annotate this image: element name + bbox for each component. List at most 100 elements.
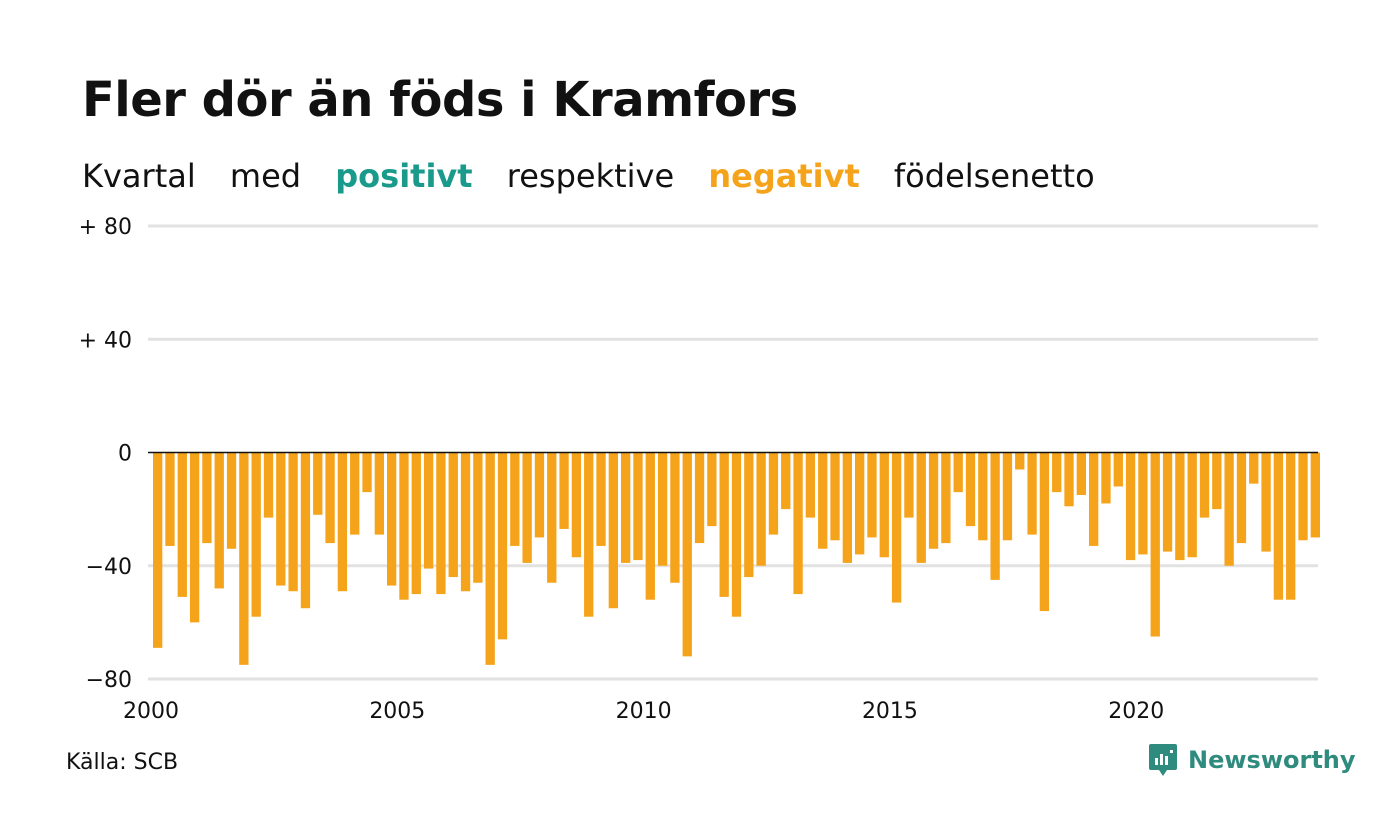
bar	[362, 452, 372, 493]
x-tick-label: 2015	[862, 699, 918, 724]
bar	[214, 452, 224, 589]
bar	[325, 452, 335, 544]
x-tick-label: 2000	[123, 699, 179, 724]
brand-logo: Newsworthy	[1148, 742, 1356, 778]
bar	[1298, 452, 1308, 541]
bar	[842, 452, 852, 563]
bar	[374, 452, 384, 535]
bar	[1249, 452, 1259, 484]
y-tick-label: 0	[118, 442, 132, 467]
bar	[1076, 452, 1086, 495]
bar	[916, 452, 926, 563]
bar	[571, 452, 582, 558]
bar	[965, 452, 976, 527]
source-note: Källa: SCB	[66, 750, 179, 775]
bar	[522, 452, 532, 563]
brand-name: Newsworthy	[1188, 746, 1356, 774]
bar	[1224, 452, 1234, 566]
legend-negative-label: negativt	[708, 157, 860, 195]
bar	[448, 452, 458, 578]
bar	[313, 452, 323, 515]
bar	[460, 452, 471, 592]
bar	[1089, 452, 1099, 546]
bar	[657, 452, 668, 566]
bar	[436, 452, 446, 595]
bar	[694, 452, 705, 544]
bar	[202, 452, 212, 544]
bar	[534, 452, 545, 538]
bar	[1310, 452, 1320, 538]
bar	[1002, 452, 1013, 541]
bar	[608, 452, 618, 609]
bar	[891, 452, 902, 603]
bar	[473, 452, 483, 583]
bar	[1064, 452, 1074, 507]
bar	[978, 452, 988, 541]
chart-subtitle: Kvartal med positivt respektive negativt…	[82, 157, 1119, 195]
bar	[645, 452, 655, 600]
bar	[547, 452, 557, 583]
bar	[928, 452, 939, 549]
bar	[510, 452, 520, 546]
bar	[1236, 452, 1247, 544]
bar	[1027, 452, 1037, 535]
bar	[633, 452, 643, 561]
bar	[300, 452, 311, 609]
bar	[288, 452, 298, 592]
subtitle-word-med: med	[229, 157, 302, 195]
bar	[1113, 452, 1123, 487]
y-tick-label: −80	[86, 668, 132, 693]
bar	[584, 452, 594, 617]
newsworthy-logo-icon	[1149, 744, 1177, 776]
bar	[423, 452, 434, 569]
bar	[793, 452, 803, 595]
bar	[879, 452, 889, 558]
bar	[153, 452, 163, 648]
bar	[1138, 452, 1148, 555]
bar	[731, 452, 742, 617]
bar	[387, 452, 397, 586]
bar	[1125, 452, 1136, 561]
bar	[399, 452, 409, 600]
bar	[719, 452, 729, 597]
subtitle-word-fodelsenetto: födelsenetto	[893, 157, 1095, 195]
bar	[830, 452, 840, 541]
bar	[165, 452, 175, 546]
legend-positive-label: positivt	[335, 157, 473, 195]
bar	[867, 452, 877, 538]
bar	[177, 452, 187, 597]
bar	[1039, 452, 1050, 612]
x-tick-label: 2010	[616, 699, 672, 724]
bar	[497, 452, 508, 640]
y-tick-label: + 40	[79, 328, 132, 353]
bar	[855, 452, 865, 555]
bar	[559, 452, 569, 529]
x-tick-label: 2005	[369, 699, 425, 724]
bar	[337, 452, 348, 592]
bar	[251, 452, 261, 617]
bar	[239, 452, 249, 665]
bar	[1286, 452, 1296, 600]
bar	[1199, 452, 1210, 518]
chart-title: Fler dör än föds i Kramfors	[82, 72, 798, 128]
bar	[189, 452, 200, 623]
bar	[682, 452, 692, 657]
bar	[1175, 452, 1185, 561]
bar	[768, 452, 779, 535]
bar	[1187, 452, 1197, 558]
y-tick-label: + 80	[79, 215, 132, 240]
subtitle-word-respektive: respektive	[506, 157, 675, 195]
bar	[1052, 452, 1062, 493]
bar	[485, 452, 495, 665]
bar	[263, 452, 274, 518]
bar	[781, 452, 791, 510]
bar	[941, 452, 951, 544]
bar	[990, 452, 1000, 580]
bar	[350, 452, 360, 535]
bar	[276, 452, 286, 586]
bar	[904, 452, 914, 518]
bar	[818, 452, 828, 549]
bar	[1015, 452, 1025, 470]
bar	[670, 452, 680, 583]
